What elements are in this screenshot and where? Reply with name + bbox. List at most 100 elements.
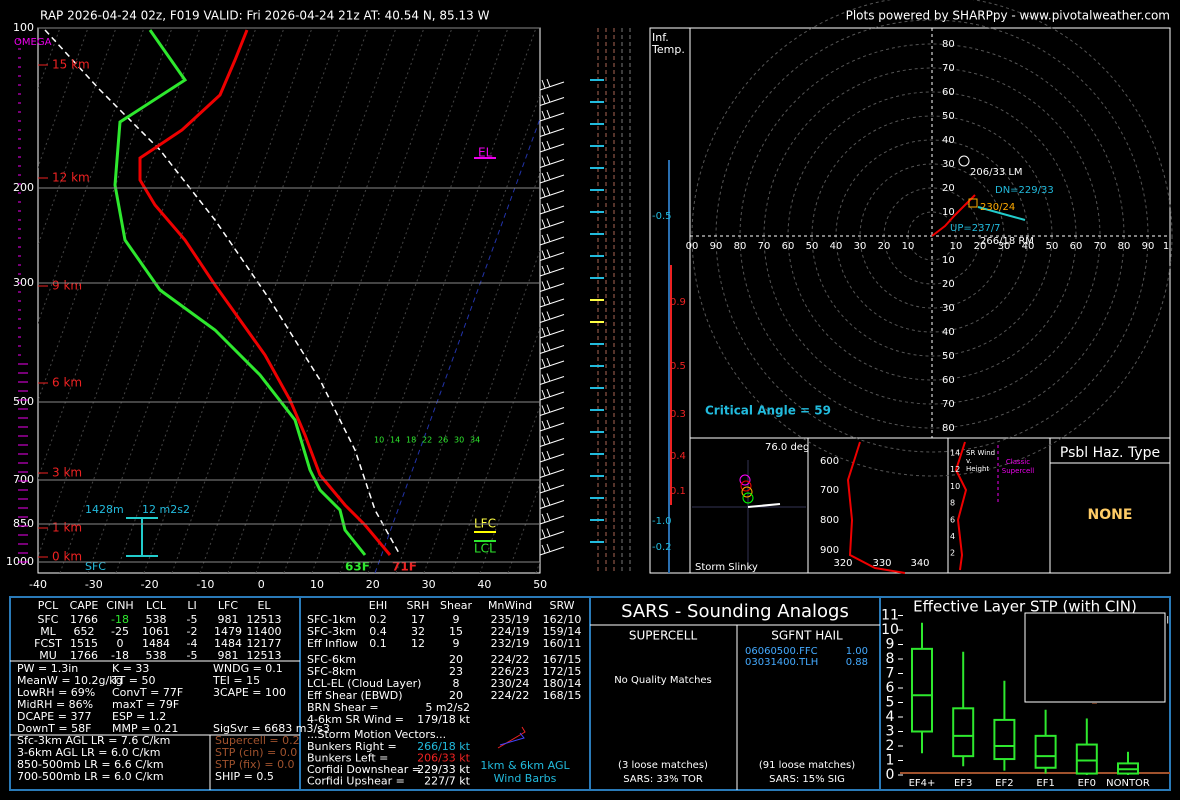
pressure-label: 850 (13, 517, 34, 530)
pressure-label: 300 (13, 276, 34, 289)
barb-flag (541, 513, 546, 523)
stp-y-label: 8 (886, 651, 895, 667)
barb-staff (539, 314, 565, 323)
hazard-frame (1049, 437, 1171, 574)
stp-y-label: 11 (881, 608, 899, 624)
bottom-frames (9, 596, 1171, 791)
barb-flag (541, 451, 546, 461)
parcel-header: CINH (106, 599, 133, 612)
kin-cell: 17 (411, 613, 425, 626)
parcel-trace (44, 29, 401, 556)
parcel-header: PCL (38, 599, 59, 612)
index: DownT = 58F (17, 722, 91, 735)
barb-flag (541, 405, 546, 414)
stp-y-label: 4 (886, 709, 895, 725)
temp-label: -20 (141, 578, 159, 591)
hodo-y-label: 80 (942, 423, 955, 434)
inf-value: 0.3 (670, 409, 686, 420)
hodo-y-label: 70 (942, 399, 955, 410)
barb-flag (541, 436, 546, 445)
storm-motion: Corfidi Upshear = (307, 775, 405, 788)
height-label: 15 km (52, 58, 90, 72)
srwind-title: Height (966, 465, 989, 473)
index: PW = 1.3in (17, 662, 78, 675)
hodo-x-label: 10 (902, 241, 915, 252)
wind-barbs (539, 78, 565, 556)
kin-cell: 0.1 (369, 637, 387, 650)
parcel-cell: FCST (34, 637, 62, 650)
height-label: 9 km (52, 279, 82, 293)
hodo-x-label: 70 (1094, 241, 1107, 252)
barb-flag (546, 481, 551, 491)
parcel-header: LFC (218, 599, 238, 612)
inferred-column (590, 28, 672, 573)
hodo-y-label: 60 (942, 375, 955, 386)
thetae-trace (846, 441, 906, 574)
barb-staff (539, 97, 565, 106)
barb-staff (539, 283, 565, 292)
hodo-x-label: 50 (1046, 241, 1059, 252)
height-label: 12 km (52, 171, 90, 185)
temperature-label: 71F (392, 560, 417, 574)
barb-flag (546, 419, 551, 429)
pressure-label: 500 (13, 395, 34, 408)
kin-cell: 9 (453, 613, 460, 626)
index: MidRH = 86% (17, 698, 93, 711)
parcel-cell: 981 (218, 613, 239, 626)
barb-flag (541, 498, 546, 507)
zero-isotherm (374, 117, 540, 573)
srwind-title: SR Wind (966, 449, 995, 457)
inf-title: Inf. (652, 31, 669, 44)
kin-header: Shear (440, 599, 472, 612)
parcel-cell: 1484 (214, 637, 242, 650)
barb-note: Wind Barbs (494, 772, 557, 785)
composite: SHIP = 0.5 (215, 770, 274, 783)
sars-loose: (91 loose matches) (759, 760, 855, 771)
barb-flag (541, 234, 546, 244)
barb-icon (499, 732, 525, 746)
thetae-pressure: 900 (820, 545, 839, 556)
barb-flag (541, 281, 546, 290)
stp-category: EF1 (1036, 778, 1054, 789)
parcel-cell: -5 (187, 649, 198, 662)
kin-cell: 32 (411, 625, 425, 638)
isotherm (311, 28, 509, 573)
thetae-label: 330 (872, 558, 891, 569)
srwind-height: 10 (950, 482, 960, 491)
hodo-x-label: 40 (830, 241, 843, 252)
hazard-type: NONE (1088, 507, 1133, 523)
barb-staff (539, 484, 565, 494)
kin-cell: 0.2 (369, 613, 387, 626)
barb-flag (546, 543, 551, 553)
barb-flag (546, 373, 551, 382)
stp-box (993, 718, 1016, 761)
hodo-y-label: 20 (942, 279, 955, 290)
barb-flag (541, 389, 546, 399)
parcel-cell: 538 (146, 613, 167, 626)
mixing-ratio: 34 (470, 436, 480, 445)
kin-cell: 232/19 (491, 637, 530, 650)
hodo-x-label: 10 (950, 241, 963, 252)
parcel-cell: 12513 (247, 649, 282, 662)
barb-flag (541, 203, 546, 213)
stp-y-label: 5 (886, 695, 895, 711)
mixing-ratio: 30 (454, 436, 464, 445)
barb-staff (539, 221, 565, 230)
index: MeanW = 10.2g/kg (17, 674, 123, 687)
slinky-title: Storm Slinky (695, 562, 758, 573)
barb-flag (546, 233, 551, 243)
barb-staff (539, 298, 565, 308)
parcel-cell: 12177 (247, 637, 282, 650)
isotherm (143, 28, 341, 573)
barb-staff (539, 531, 565, 540)
hodo-x-label: 90 (710, 241, 723, 252)
barb-flag (541, 327, 546, 337)
hodo-x-label: 60 (1070, 241, 1083, 252)
rm-label: 266/18 RM (980, 236, 1034, 247)
barb-flag (541, 529, 546, 538)
lapse-rate: Sfc-3km AGL LR = 7.6 C/km (17, 734, 170, 747)
composite: STP (fix) = 0.0 (215, 758, 295, 771)
index: 3CAPE = 100 (213, 686, 286, 699)
stp-y-label: 2 (886, 738, 895, 754)
barb-flag (546, 342, 551, 351)
